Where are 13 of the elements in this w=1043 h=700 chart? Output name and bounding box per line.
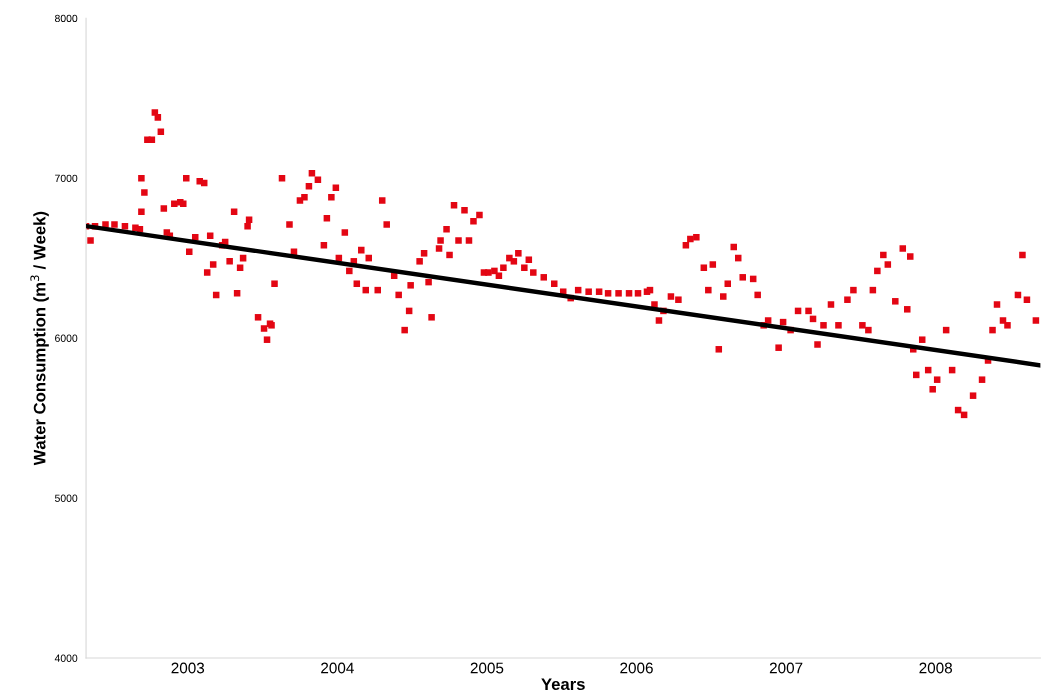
x-tick-label: 2005 <box>470 662 504 674</box>
y-tick-label: 8000 <box>55 14 78 23</box>
x-tick-label: 2008 <box>919 662 953 674</box>
y-tick-label: 4000 <box>54 654 78 662</box>
y-axis-title: Water Consumption (m$^{3}$ / Week) <box>30 211 49 466</box>
x-tick-label: 2006 <box>620 662 653 674</box>
y-tick-label: 5000 <box>54 494 78 502</box>
x-tick-label: 2003 <box>171 662 205 674</box>
x-axis-title: Years <box>541 678 585 691</box>
x-tick-label: 2004 <box>321 662 354 674</box>
y-tick-label: 7000 <box>55 174 78 183</box>
x-tick-label: 2007 <box>769 662 803 674</box>
y-tick-label: 6000 <box>55 334 78 342</box>
